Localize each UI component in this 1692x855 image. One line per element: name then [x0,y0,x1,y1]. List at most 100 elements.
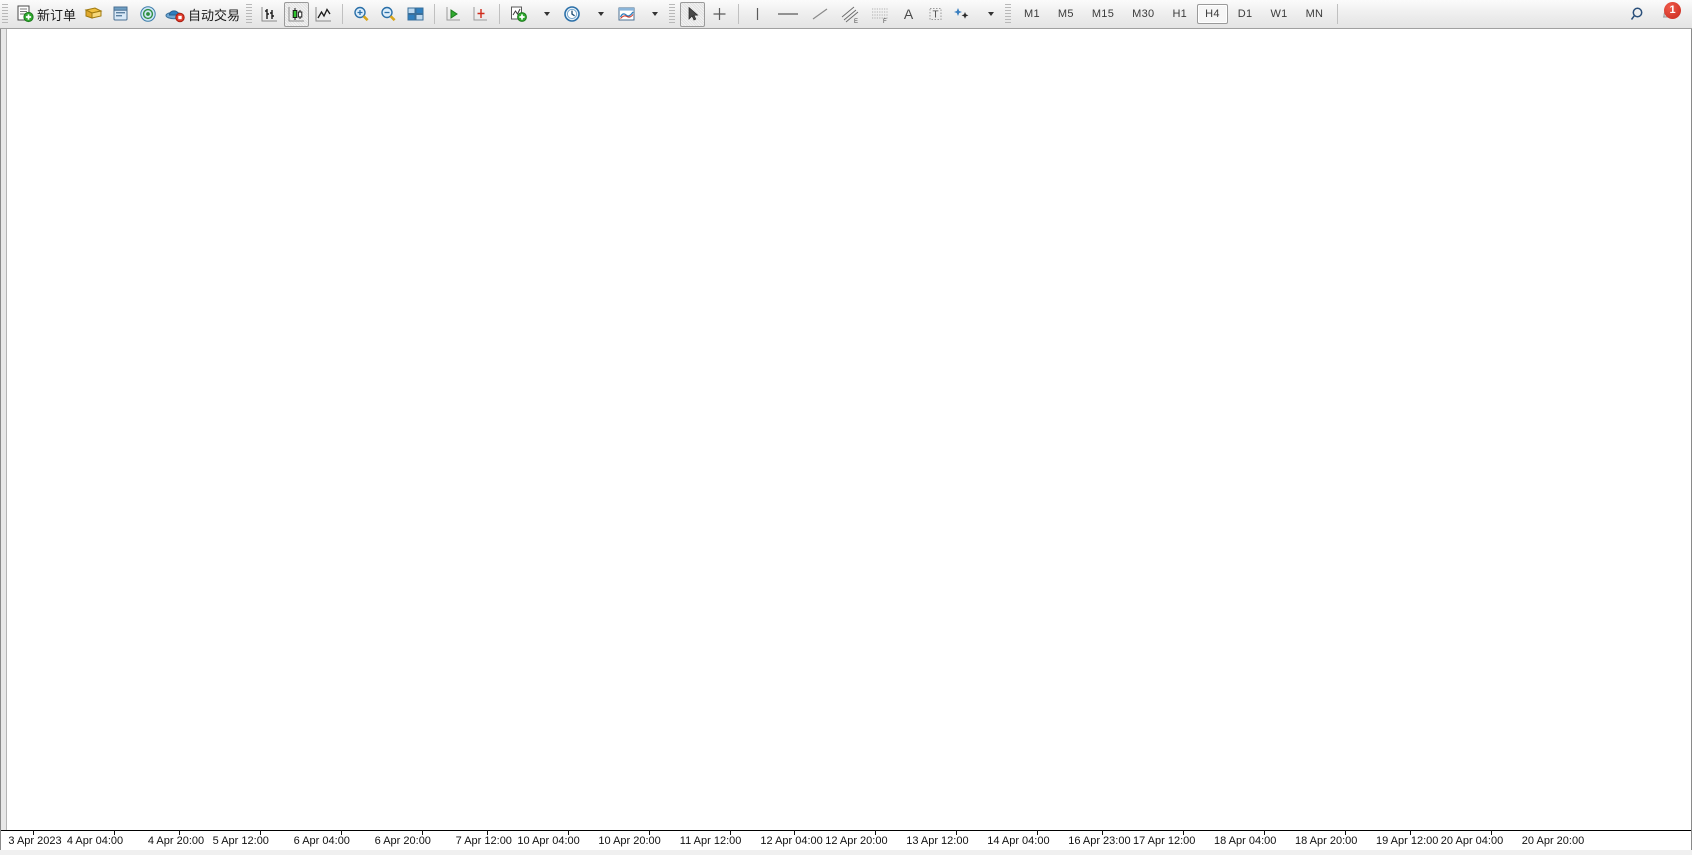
chart-scrollbar[interactable] [1,29,7,854]
equidistant-channel-button[interactable]: E [836,2,864,27]
navigator-button[interactable] [108,2,133,27]
timeframe-w1[interactable]: W1 [1270,8,1288,20]
templates-icon [618,7,635,21]
toolbar-grip-4[interactable] [1005,3,1012,25]
time-tick-mark [1102,830,1104,835]
time-tick: 19 Apr 12:00 [1375,835,1439,847]
data-window-button[interactable] [81,2,106,27]
cursor-icon [688,6,699,21]
status-strip [0,850,1692,855]
fibonacci-button[interactable]: F [866,2,894,27]
shapes-dropdown[interactable] [977,2,1002,27]
chevron-down-icon-2 [597,12,604,16]
zoom-in-button[interactable] [349,2,374,27]
cursor-button[interactable] [680,1,706,27]
time-tick-mark [567,830,569,835]
line-chart-button[interactable] [311,2,336,27]
timeframe-d1[interactable]: D1 [1237,8,1253,20]
svg-text:F: F [883,19,887,24]
notification-count: 1 [1669,4,1676,16]
timeframe-mn[interactable]: MN [1305,8,1324,20]
chevron-down-icon [543,12,550,16]
vertical-line-button[interactable] [745,2,770,27]
chart-window[interactable]: 168.125167.805167.490167.170166.835166.5… [0,29,1692,855]
chevron-down-icon-3 [651,12,658,16]
time-tick: 18 Apr 20:00 [1294,835,1358,847]
new-order-button[interactable]: 新订单 [13,2,79,27]
svg-text:E: E [854,19,858,24]
data-window-icon [84,7,103,19]
toolbar-grip-2[interactable] [246,3,253,25]
time-tick: 10 Apr 20:00 [598,835,661,847]
crosshair-button[interactable] [707,2,732,27]
timeframe-m5[interactable]: M5 [1057,8,1074,20]
svg-text:T: T [933,10,939,21]
time-tick: 6 Apr 20:00 [374,835,431,847]
market-watch-icon [139,6,156,22]
time-tick: 11 Apr 12:00 [679,835,742,847]
line-chart-icon [315,7,332,22]
indicator-dropdown[interactable] [533,2,558,27]
time-tick-mark [1037,830,1039,835]
candlestick-chart-button[interactable] [284,1,310,27]
period-dropdown[interactable] [587,2,612,27]
notifications-button[interactable]: 1 [1654,1,1684,27]
time-tick: 3 Apr 2023 [8,835,62,847]
horizontal-line-icon [778,13,799,15]
toolbar-separator [342,4,344,24]
tile-windows-button[interactable] [403,2,428,27]
time-tick-mark [340,830,342,835]
timeframe-m1[interactable]: M1 [1024,8,1040,20]
timeframe-h1[interactable]: H1 [1172,8,1188,20]
auto-scroll-icon [473,7,488,21]
notification-badge: 1 [1664,1,1681,19]
time-tick-mark [1410,830,1411,835]
timeframe-m15[interactable]: M15 [1091,8,1115,20]
trendline-button[interactable] [806,2,834,27]
text-label-button[interactable]: T [923,2,948,27]
time-tick-mark [178,830,180,835]
auto-trading-button[interactable]: 自动交易 [162,2,243,27]
toolbar-grip[interactable] [2,3,8,25]
text-button[interactable]: A [896,2,921,27]
period-button[interactable] [560,2,585,27]
navigator-icon [113,6,128,21]
add-indicator-button[interactable] [506,2,531,27]
fibonacci-icon: F [872,8,889,24]
time-tick: 4 Apr 04:00 [66,835,124,847]
time-tick: 14 Apr 04:00 [987,835,1050,847]
new-order-label: 新订单 [37,7,77,23]
toolbar-separator-2 [434,4,436,24]
time-tick: 20 Apr 04:00 [1440,835,1504,847]
horizontal-line-button[interactable] [772,2,804,27]
auto-scroll-button[interactable] [468,2,493,27]
add-indicator-icon [511,6,527,22]
time-tick: 18 Apr 04:00 [1213,835,1277,847]
templates-dropdown[interactable] [641,2,666,27]
time-tick-mark [1264,830,1266,835]
search-button[interactable] [1626,2,1652,27]
time-tick-mark [114,830,115,835]
time-tick-mark [259,830,261,835]
time-tick-mark [421,830,423,835]
shapes-button[interactable] [950,2,975,27]
time-tick: 6 Apr 04:00 [293,835,350,847]
time-tick: 17 Apr 12:00 [1132,835,1196,847]
time-tick-mark [875,830,877,835]
bar-chart-button[interactable] [257,2,282,27]
time-tick-mark [33,830,34,835]
shapes-icon [954,8,969,19]
shift-chart-button[interactable] [441,2,466,27]
market-watch-button[interactable] [135,2,160,27]
trendline-icon [812,8,828,20]
timeframe-group: M1 M5 M15 M30 H1 H4 D1 W1 MN [1015,4,1332,24]
time-tick: 12 Apr 20:00 [825,835,888,847]
time-tick: 10 Apr 04:00 [517,835,580,847]
templates-button[interactable] [614,2,639,27]
time-tick-mark [794,830,796,835]
equidistant-channel-icon: E [841,6,859,24]
zoom-out-button[interactable] [376,2,401,27]
toolbar-grip-3[interactable] [669,3,676,25]
timeframe-m30[interactable]: M30 [1132,8,1155,20]
timeframe-h4[interactable]: H4 [1197,4,1228,24]
